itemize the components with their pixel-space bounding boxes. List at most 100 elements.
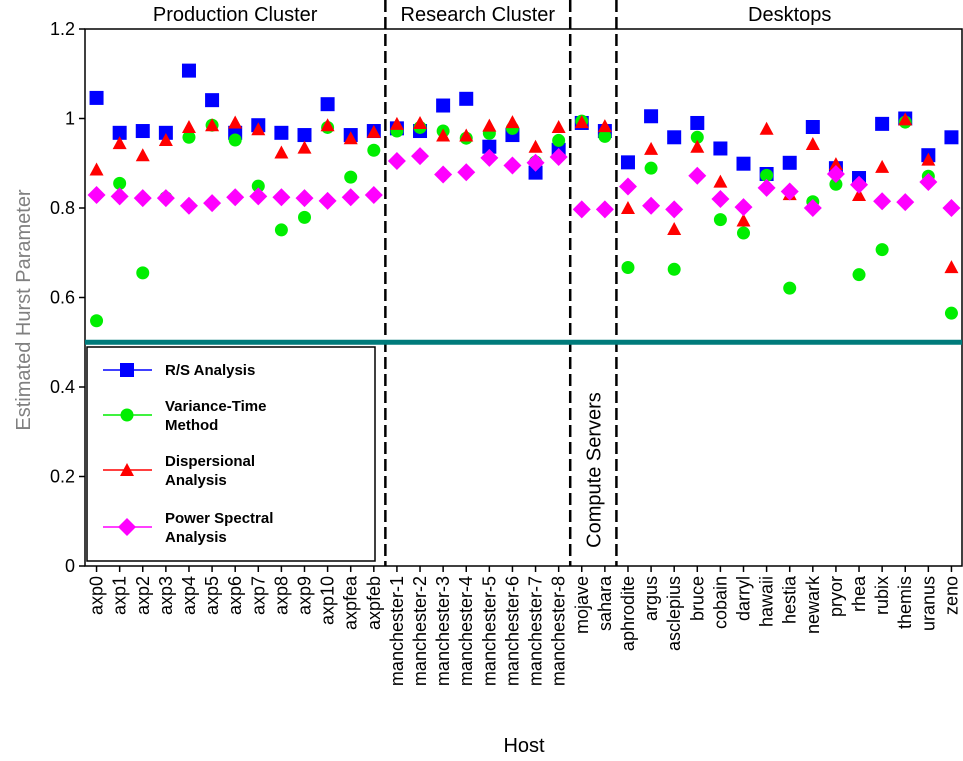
- data-point-square: [205, 93, 220, 108]
- data-point-triangle: [135, 148, 150, 162]
- data-point-diamond: [572, 200, 591, 219]
- x-tick-label: axp9: [295, 576, 315, 615]
- data-point-diamond: [364, 186, 383, 205]
- data-point-diamond: [249, 187, 268, 206]
- legend-label: Analysis: [165, 529, 227, 546]
- series-square: [89, 63, 959, 186]
- data-point-diamond: [688, 166, 707, 185]
- data-point-diamond: [318, 191, 337, 210]
- data-point-circle: [113, 176, 127, 190]
- data-point-circle: [182, 130, 196, 144]
- legend-box: [86, 346, 376, 562]
- legend-marker-diamond: [118, 518, 136, 536]
- data-point-triangle: [528, 139, 543, 153]
- y-axis-title: Estimated Hurst Parameter: [13, 189, 35, 431]
- data-point-diamond: [665, 200, 684, 219]
- x-tick-label: axp3: [156, 576, 176, 615]
- x-tick-label: axp5: [202, 576, 222, 615]
- series-diamond: [87, 147, 961, 219]
- x-tick-label: axp7: [248, 576, 268, 615]
- x-tick-label: uranus: [918, 576, 938, 631]
- data-point-triangle: [112, 136, 127, 150]
- legend-label: R/S Analysis: [165, 362, 255, 379]
- x-tick-label: hestia: [780, 575, 800, 624]
- data-point-square: [135, 124, 150, 139]
- x-tick-label: newark: [803, 575, 823, 634]
- data-point-diamond: [110, 187, 129, 206]
- x-tick-label: axp4: [179, 576, 199, 615]
- data-point-diamond: [942, 199, 961, 217]
- y-tick-label: 1.2: [50, 19, 75, 39]
- data-point-diamond: [457, 163, 476, 182]
- data-point-square: [320, 97, 335, 112]
- x-tick-label: manchester-7: [526, 576, 546, 686]
- x-tick-label: sahara: [595, 575, 615, 631]
- data-point-circle: [367, 143, 381, 157]
- y-axis: 0 0.2 0.4 0.6 0.8 1 1.2: [50, 19, 85, 576]
- data-point-diamond: [595, 200, 614, 219]
- data-point-triangle: [297, 140, 312, 154]
- data-point-diamond: [873, 192, 892, 211]
- data-point-diamond: [711, 190, 730, 209]
- data-point-diamond: [411, 147, 430, 166]
- data-point-circle: [875, 243, 889, 257]
- series-circle: [90, 114, 958, 328]
- legend-marker-circle: [120, 408, 134, 422]
- data-point-diamond: [295, 189, 314, 208]
- data-point-diamond: [526, 153, 545, 172]
- data-point-circle: [344, 170, 358, 184]
- data-point-triangle: [251, 122, 266, 136]
- data-point-triangle: [459, 128, 474, 142]
- legend-label: Variance-Time: [165, 398, 266, 415]
- series-triangle: [89, 112, 959, 274]
- data-point-triangle: [389, 116, 404, 130]
- data-point-diamond: [757, 178, 776, 197]
- data-point-triangle: [505, 115, 520, 129]
- data-point-square: [620, 155, 635, 170]
- x-tick-label: axp6: [225, 576, 245, 615]
- data-point-triangle: [574, 115, 589, 129]
- data-point-circle: [737, 226, 750, 240]
- data-point-diamond: [642, 196, 661, 215]
- x-tick-label: aphrodite: [618, 576, 638, 651]
- data-point-square: [274, 125, 289, 140]
- data-point-triangle: [620, 201, 635, 214]
- data-point-diamond: [826, 164, 845, 183]
- data-point-triangle: [320, 118, 335, 132]
- legend-label: Analysis: [165, 472, 227, 489]
- data-point-square: [528, 165, 543, 180]
- data-point-triangle: [366, 124, 381, 138]
- data-point-triangle: [667, 222, 682, 236]
- x-tick-label: rubix: [872, 576, 892, 615]
- data-point-triangle: [644, 141, 659, 155]
- x-tick-label: manchester-6: [502, 576, 522, 686]
- data-point-triangle: [921, 152, 936, 166]
- data-point-square: [713, 141, 728, 156]
- x-tick-label: axp10: [318, 576, 338, 625]
- data-point-triangle: [413, 115, 428, 129]
- data-point-diamond: [734, 198, 753, 217]
- x-tick-label: mojave: [572, 576, 592, 634]
- y-tick-label: 1: [65, 109, 75, 129]
- data-point-square: [944, 130, 959, 145]
- data-point-diamond: [87, 186, 106, 205]
- x-tick-label: hawaii: [757, 576, 777, 627]
- data-point-triangle: [828, 157, 843, 171]
- x-tick-label: cobain: [710, 576, 730, 629]
- legend-label: Method: [165, 417, 218, 434]
- x-tick-label: manchester-2: [410, 576, 430, 686]
- x-tick-label: axp2: [133, 576, 153, 615]
- legend-marker-square: [120, 363, 134, 377]
- data-point-triangle: [551, 120, 566, 134]
- group-dividers: [384, 0, 618, 566]
- data-point-square: [667, 130, 682, 145]
- data-point-circle: [136, 266, 150, 280]
- legend-item: Power Spectral Analysis: [103, 510, 273, 546]
- data-point-triangle: [343, 131, 358, 145]
- legend-marker-triangle: [120, 463, 134, 476]
- data-point-diamond: [203, 194, 222, 213]
- data-point-circle: [552, 133, 566, 147]
- data-point-triangle: [713, 174, 728, 188]
- data-point-circle: [944, 306, 958, 320]
- x-tick-label: manchester-1: [387, 576, 407, 686]
